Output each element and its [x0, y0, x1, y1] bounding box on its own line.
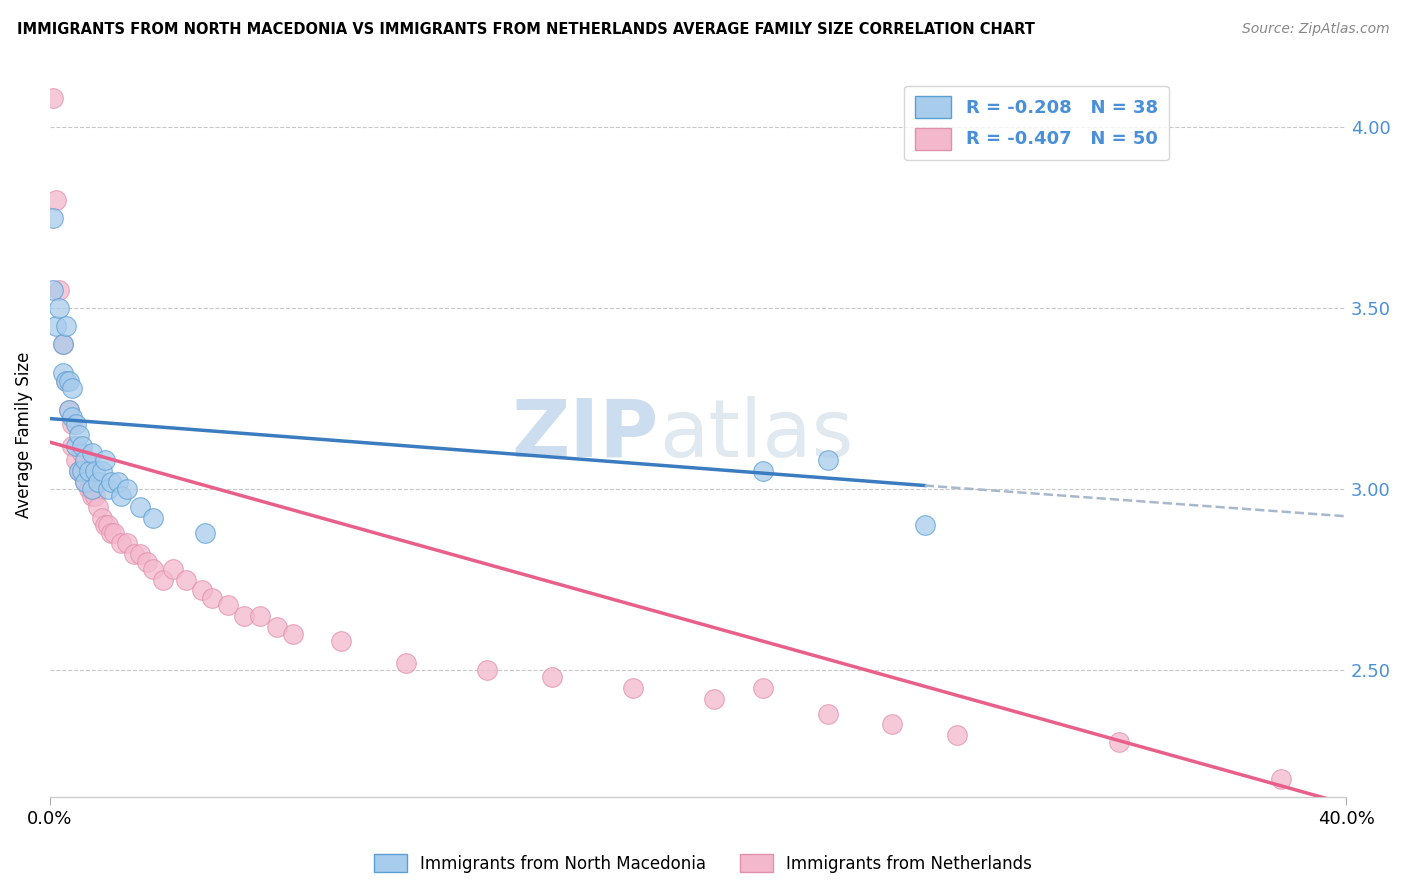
- Point: [946, 728, 969, 742]
- Point: [266, 620, 288, 634]
- Point: [817, 453, 839, 467]
- Point: [100, 475, 122, 489]
- Point: [55, 319, 77, 334]
- Point: [58, 402, 80, 417]
- Point: [621, 681, 644, 696]
- Point: [87, 475, 110, 489]
- Point: [67, 428, 90, 442]
- Point: [42, 211, 65, 225]
- Point: [45, 319, 67, 334]
- Point: [48, 301, 70, 316]
- Point: [75, 475, 97, 489]
- Point: [194, 525, 217, 540]
- Point: [65, 439, 87, 453]
- Point: [65, 417, 87, 431]
- Point: [77, 464, 100, 478]
- Point: [1108, 735, 1130, 749]
- Point: [152, 573, 174, 587]
- Point: [233, 608, 256, 623]
- Y-axis label: Average Family Size: Average Family Size: [15, 351, 32, 518]
- Point: [42, 91, 65, 105]
- Point: [52, 337, 75, 351]
- Point: [191, 583, 214, 598]
- Point: [135, 555, 157, 569]
- Point: [142, 562, 165, 576]
- Point: [70, 464, 93, 478]
- Point: [703, 692, 725, 706]
- Point: [541, 670, 564, 684]
- Point: [97, 518, 120, 533]
- Point: [129, 547, 152, 561]
- Point: [70, 464, 93, 478]
- Point: [249, 608, 271, 623]
- Point: [914, 518, 936, 533]
- Point: [103, 525, 125, 540]
- Point: [142, 511, 165, 525]
- Text: Source: ZipAtlas.com: Source: ZipAtlas.com: [1241, 22, 1389, 37]
- Point: [80, 446, 103, 460]
- Point: [110, 536, 132, 550]
- Point: [882, 717, 904, 731]
- Point: [80, 489, 103, 503]
- Legend: Immigrants from North Macedonia, Immigrants from Netherlands: Immigrants from North Macedonia, Immigra…: [367, 847, 1039, 880]
- Point: [75, 453, 97, 467]
- Point: [60, 439, 83, 453]
- Point: [201, 591, 224, 605]
- Point: [129, 500, 152, 515]
- Point: [77, 482, 100, 496]
- Point: [65, 453, 87, 467]
- Point: [87, 500, 110, 515]
- Point: [55, 374, 77, 388]
- Point: [70, 446, 93, 460]
- Point: [90, 511, 112, 525]
- Point: [817, 706, 839, 721]
- Point: [48, 283, 70, 297]
- Text: IMMIGRANTS FROM NORTH MACEDONIA VS IMMIGRANTS FROM NETHERLANDS AVERAGE FAMILY SI: IMMIGRANTS FROM NORTH MACEDONIA VS IMMIG…: [17, 22, 1035, 37]
- Point: [84, 464, 107, 478]
- Point: [122, 547, 145, 561]
- Point: [162, 562, 184, 576]
- Point: [330, 634, 353, 648]
- Point: [751, 464, 773, 478]
- Point: [60, 417, 83, 431]
- Point: [75, 475, 97, 489]
- Point: [94, 518, 117, 533]
- Point: [107, 475, 129, 489]
- Point: [94, 453, 117, 467]
- Legend: R = -0.208   N = 38, R = -0.407   N = 50: R = -0.208 N = 38, R = -0.407 N = 50: [904, 86, 1168, 161]
- Point: [84, 489, 107, 503]
- Point: [751, 681, 773, 696]
- Point: [58, 374, 80, 388]
- Point: [67, 464, 90, 478]
- Point: [217, 598, 239, 612]
- Point: [42, 283, 65, 297]
- Point: [52, 337, 75, 351]
- Point: [110, 489, 132, 503]
- Point: [117, 482, 139, 496]
- Point: [281, 627, 304, 641]
- Point: [97, 482, 120, 496]
- Point: [395, 656, 418, 670]
- Text: atlas: atlas: [659, 396, 853, 474]
- Point: [117, 536, 139, 550]
- Point: [45, 193, 67, 207]
- Point: [60, 381, 83, 395]
- Point: [67, 464, 90, 478]
- Point: [80, 482, 103, 496]
- Point: [55, 374, 77, 388]
- Point: [90, 464, 112, 478]
- Point: [100, 525, 122, 540]
- Point: [52, 367, 75, 381]
- Point: [477, 663, 499, 677]
- Point: [70, 439, 93, 453]
- Point: [174, 573, 197, 587]
- Point: [60, 409, 83, 424]
- Point: [1270, 772, 1292, 786]
- Text: ZIP: ZIP: [512, 396, 659, 474]
- Point: [58, 402, 80, 417]
